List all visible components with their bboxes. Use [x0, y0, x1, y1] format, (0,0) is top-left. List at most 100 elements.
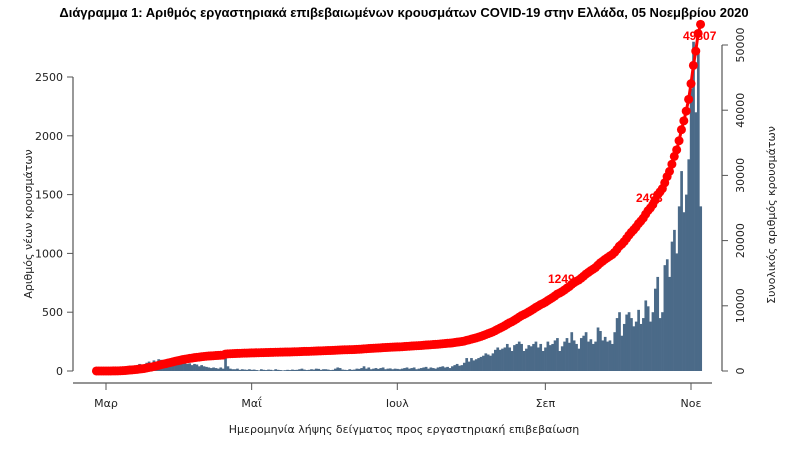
x-tick-label: Μαΐ [241, 396, 262, 410]
left-tick-label: 500 [42, 306, 63, 319]
cumulative-point [689, 61, 698, 70]
bar [530, 346, 533, 371]
bar [219, 367, 222, 371]
bar [200, 365, 203, 371]
bar [358, 369, 361, 371]
bar [592, 344, 595, 371]
bar [413, 367, 416, 371]
annotation-1249: 1249 [548, 272, 575, 286]
bar [458, 366, 461, 371]
bar [279, 370, 282, 371]
bar [441, 366, 444, 371]
bar [227, 366, 230, 371]
bar [547, 342, 550, 371]
bar [475, 359, 478, 371]
bar [649, 322, 652, 371]
bar [422, 367, 425, 371]
bar [270, 370, 273, 371]
bar [248, 369, 251, 371]
bar [637, 310, 640, 371]
bar [558, 351, 561, 371]
bar [487, 355, 490, 371]
cumulative-path [96, 24, 700, 371]
bar [286, 370, 289, 371]
bar [282, 370, 285, 371]
bar [554, 340, 557, 371]
x-tick-label: Ιουλ [386, 397, 409, 410]
bar [191, 365, 194, 371]
bar [678, 206, 681, 371]
bar [289, 370, 292, 371]
bar [635, 322, 638, 371]
bar [582, 336, 585, 371]
bar [439, 367, 442, 371]
bar [449, 368, 452, 371]
bar [367, 367, 370, 371]
bar [484, 353, 487, 371]
bar [389, 368, 392, 371]
left-tick-label: 0 [56, 365, 63, 378]
right-tick-label: 30000 [734, 158, 747, 193]
bar [437, 367, 440, 371]
right-tick-label: 0 [734, 368, 747, 375]
bar [243, 370, 246, 371]
bar [186, 364, 189, 371]
bar [461, 365, 464, 371]
chart-title: Διάγραμμα 1: Αριθμός εργαστηριακά επιβεβ… [59, 5, 748, 20]
bar [344, 370, 347, 371]
bar [196, 365, 199, 371]
bar [332, 370, 335, 371]
bar [654, 289, 657, 371]
bar [444, 367, 447, 371]
bar [267, 370, 270, 371]
bar [539, 344, 542, 371]
x-tick-label: Μαρ [94, 397, 118, 410]
bar [664, 265, 667, 371]
bar [246, 370, 249, 371]
bar [511, 351, 514, 371]
bar [499, 350, 502, 371]
x-tick-label: Νοε [681, 397, 702, 410]
bar [621, 336, 624, 371]
bar [666, 259, 669, 371]
bar [315, 369, 318, 371]
bar [184, 363, 187, 371]
bar [518, 342, 521, 371]
bar [348, 369, 351, 371]
bar [313, 370, 316, 371]
bar [394, 369, 397, 371]
bar [258, 370, 261, 371]
bar [675, 253, 678, 371]
bar [303, 370, 306, 371]
bar [272, 370, 275, 371]
cumulative-point [677, 125, 686, 134]
bar [549, 345, 552, 371]
bar [384, 369, 387, 371]
bar [656, 277, 659, 371]
bar [188, 363, 191, 371]
bar [523, 351, 526, 371]
bar [690, 89, 693, 371]
bar [687, 159, 690, 371]
bar [623, 324, 626, 371]
bar [260, 369, 263, 371]
bar [265, 370, 268, 371]
bar [425, 367, 428, 371]
bar [599, 331, 602, 371]
bar [453, 365, 456, 371]
bar [231, 369, 234, 371]
bar [262, 370, 265, 371]
bar [556, 338, 559, 371]
cumulative-point [696, 20, 705, 29]
bar [322, 369, 325, 371]
bar [494, 350, 497, 371]
right-tick-label: 50000 [734, 28, 747, 63]
bar [680, 171, 683, 371]
bar [520, 344, 523, 371]
bar [692, 42, 695, 371]
bar [513, 345, 516, 371]
bar [537, 347, 540, 371]
